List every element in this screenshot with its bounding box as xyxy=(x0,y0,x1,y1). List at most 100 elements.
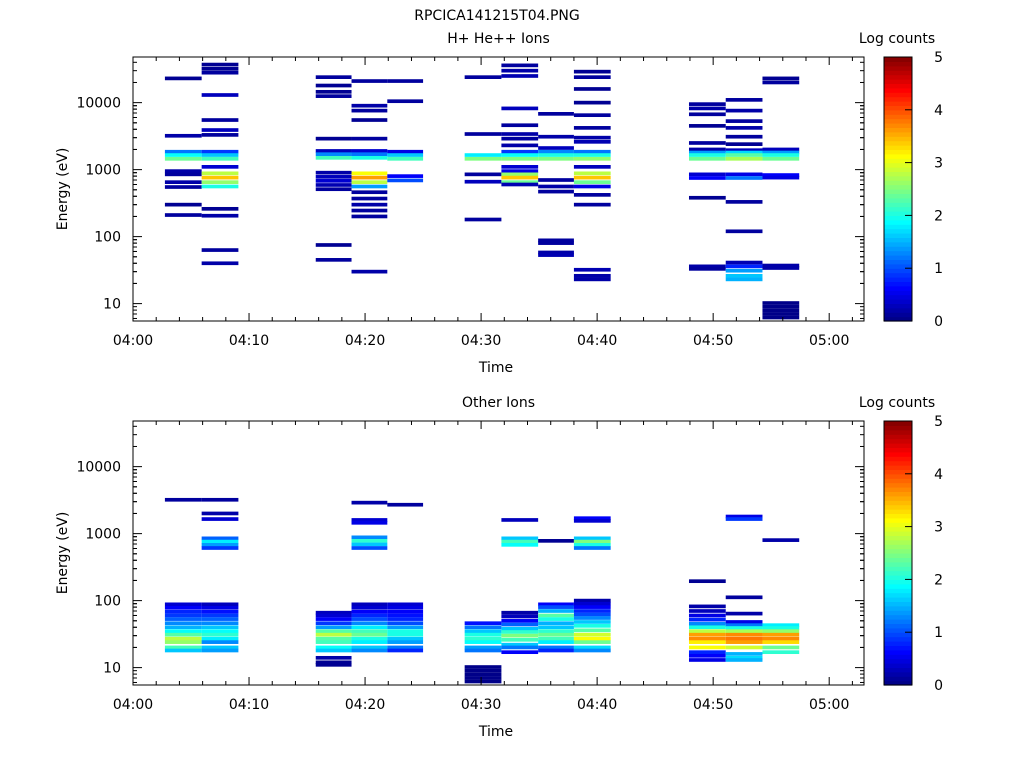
heatmap-cell xyxy=(501,622,539,627)
heatmap-cell xyxy=(315,155,352,160)
heatmap-cell xyxy=(351,196,388,201)
heatmap-cell xyxy=(501,642,539,647)
heatmap-cell xyxy=(762,640,800,644)
heatmap-cell xyxy=(351,602,388,607)
colorbar-tick-label: 4 xyxy=(934,103,943,119)
colorbar-segment xyxy=(884,145,912,150)
heatmap-cell xyxy=(688,622,726,626)
heatmap-cell xyxy=(464,636,502,641)
heatmap-cell xyxy=(688,156,726,161)
heatmap-cell xyxy=(201,546,239,550)
heatmap-cell xyxy=(164,156,202,161)
colorbar-segment xyxy=(884,636,912,642)
heatmap-cells xyxy=(164,497,800,684)
heatmap-cell xyxy=(387,640,424,644)
colorbar-segment xyxy=(884,79,912,84)
heatmap-cell xyxy=(387,625,424,630)
colorbar-segment xyxy=(884,241,912,247)
heatmap-cell xyxy=(762,263,800,268)
heatmap-cell xyxy=(501,165,539,169)
colorbar-tick-label: 3 xyxy=(934,156,943,172)
heatmap-cell xyxy=(315,170,352,175)
colorbar-segment xyxy=(884,87,912,93)
heatmap-cell xyxy=(573,640,611,644)
heatmap-cell xyxy=(351,208,388,213)
heatmap-cell xyxy=(538,632,574,637)
heatmap-cell xyxy=(688,629,726,633)
colorbar-segment xyxy=(884,658,912,664)
colorbar-segment xyxy=(884,491,912,497)
colorbar-segment xyxy=(884,140,912,146)
colorbar-segment xyxy=(884,443,912,448)
heatmap-cell xyxy=(501,106,539,111)
heatmap-cell xyxy=(464,132,502,136)
colorbar-segment xyxy=(884,570,912,576)
x-tick-label: 04:50 xyxy=(693,333,733,349)
heatmap-cell xyxy=(688,636,726,641)
heatmap-cell xyxy=(201,62,239,67)
heatmap-cell xyxy=(387,79,424,83)
heatmap-cell xyxy=(762,645,800,650)
heatmap-cell xyxy=(464,156,502,161)
heatmap-cell xyxy=(501,180,539,184)
heatmap-cell xyxy=(573,543,611,547)
colorbar-segment xyxy=(884,162,912,168)
heatmap-cell xyxy=(351,606,388,610)
heatmap-cell xyxy=(725,629,763,633)
heatmap-cell xyxy=(387,606,424,610)
heatmap-cell xyxy=(164,153,202,157)
heatmap-cell xyxy=(573,175,611,180)
heatmap-cell xyxy=(164,609,202,614)
heatmap-cell xyxy=(164,602,202,607)
heatmap-cell xyxy=(351,518,388,522)
colorbar-segment xyxy=(884,649,912,655)
heatmap-cell xyxy=(315,258,352,262)
heatmap-cell xyxy=(201,66,239,71)
heatmap-cell xyxy=(501,618,539,623)
colorbar-segment xyxy=(884,92,912,98)
colorbar-segment xyxy=(884,605,912,611)
heatmap-cell xyxy=(351,149,388,153)
panel-title: Other Ions xyxy=(462,395,535,411)
heatmap-cell xyxy=(725,176,763,180)
colorbar-segment xyxy=(884,70,912,76)
heatmap-cell xyxy=(387,153,424,157)
y-tick-label: 10000 xyxy=(76,96,121,112)
heatmap-cell xyxy=(501,74,539,78)
heatmap-cell xyxy=(501,630,539,634)
colorbar-segment xyxy=(884,553,912,558)
colorbar-segment xyxy=(884,127,912,133)
heatmap-cell xyxy=(725,611,763,616)
heatmap-cell xyxy=(501,518,539,522)
heatmap-cell xyxy=(315,621,352,626)
heatmap-cell xyxy=(688,613,726,618)
heatmap-cell xyxy=(351,632,388,637)
colorbar-segment xyxy=(884,645,912,651)
heatmap-cell xyxy=(464,632,502,637)
heatmap-cell xyxy=(573,612,611,617)
colorbar-segment xyxy=(884,504,912,510)
heatmap-cell xyxy=(573,645,611,650)
heatmap-cell xyxy=(164,606,202,610)
heatmap-cell xyxy=(573,609,611,613)
colorbar-segment xyxy=(884,429,912,435)
heatmap-cell xyxy=(387,609,424,614)
colorbar-segment xyxy=(884,294,912,300)
heatmap-cell xyxy=(762,80,800,85)
heatmap-cell xyxy=(688,632,726,637)
heatmap-cell xyxy=(573,605,611,609)
colorbar-segment xyxy=(884,460,912,466)
colorbar-segment xyxy=(884,299,912,304)
heatmap-cell xyxy=(201,497,239,502)
heatmap-cell xyxy=(538,621,574,626)
colorbar-segment xyxy=(884,676,912,682)
heatmap-cell xyxy=(573,171,611,176)
heatmap-cell xyxy=(573,620,611,624)
colorbar-segment xyxy=(884,312,912,318)
colorbar-segment xyxy=(884,579,912,585)
heatmap-cell xyxy=(501,175,539,180)
heatmap-cell xyxy=(538,602,574,607)
panel-other-ions: 04:00 04:10 04:20 04:30 04:40 04:50 05:0010100… xyxy=(55,395,943,740)
heatmap-cell xyxy=(315,625,352,630)
heatmap-cell xyxy=(725,260,763,265)
